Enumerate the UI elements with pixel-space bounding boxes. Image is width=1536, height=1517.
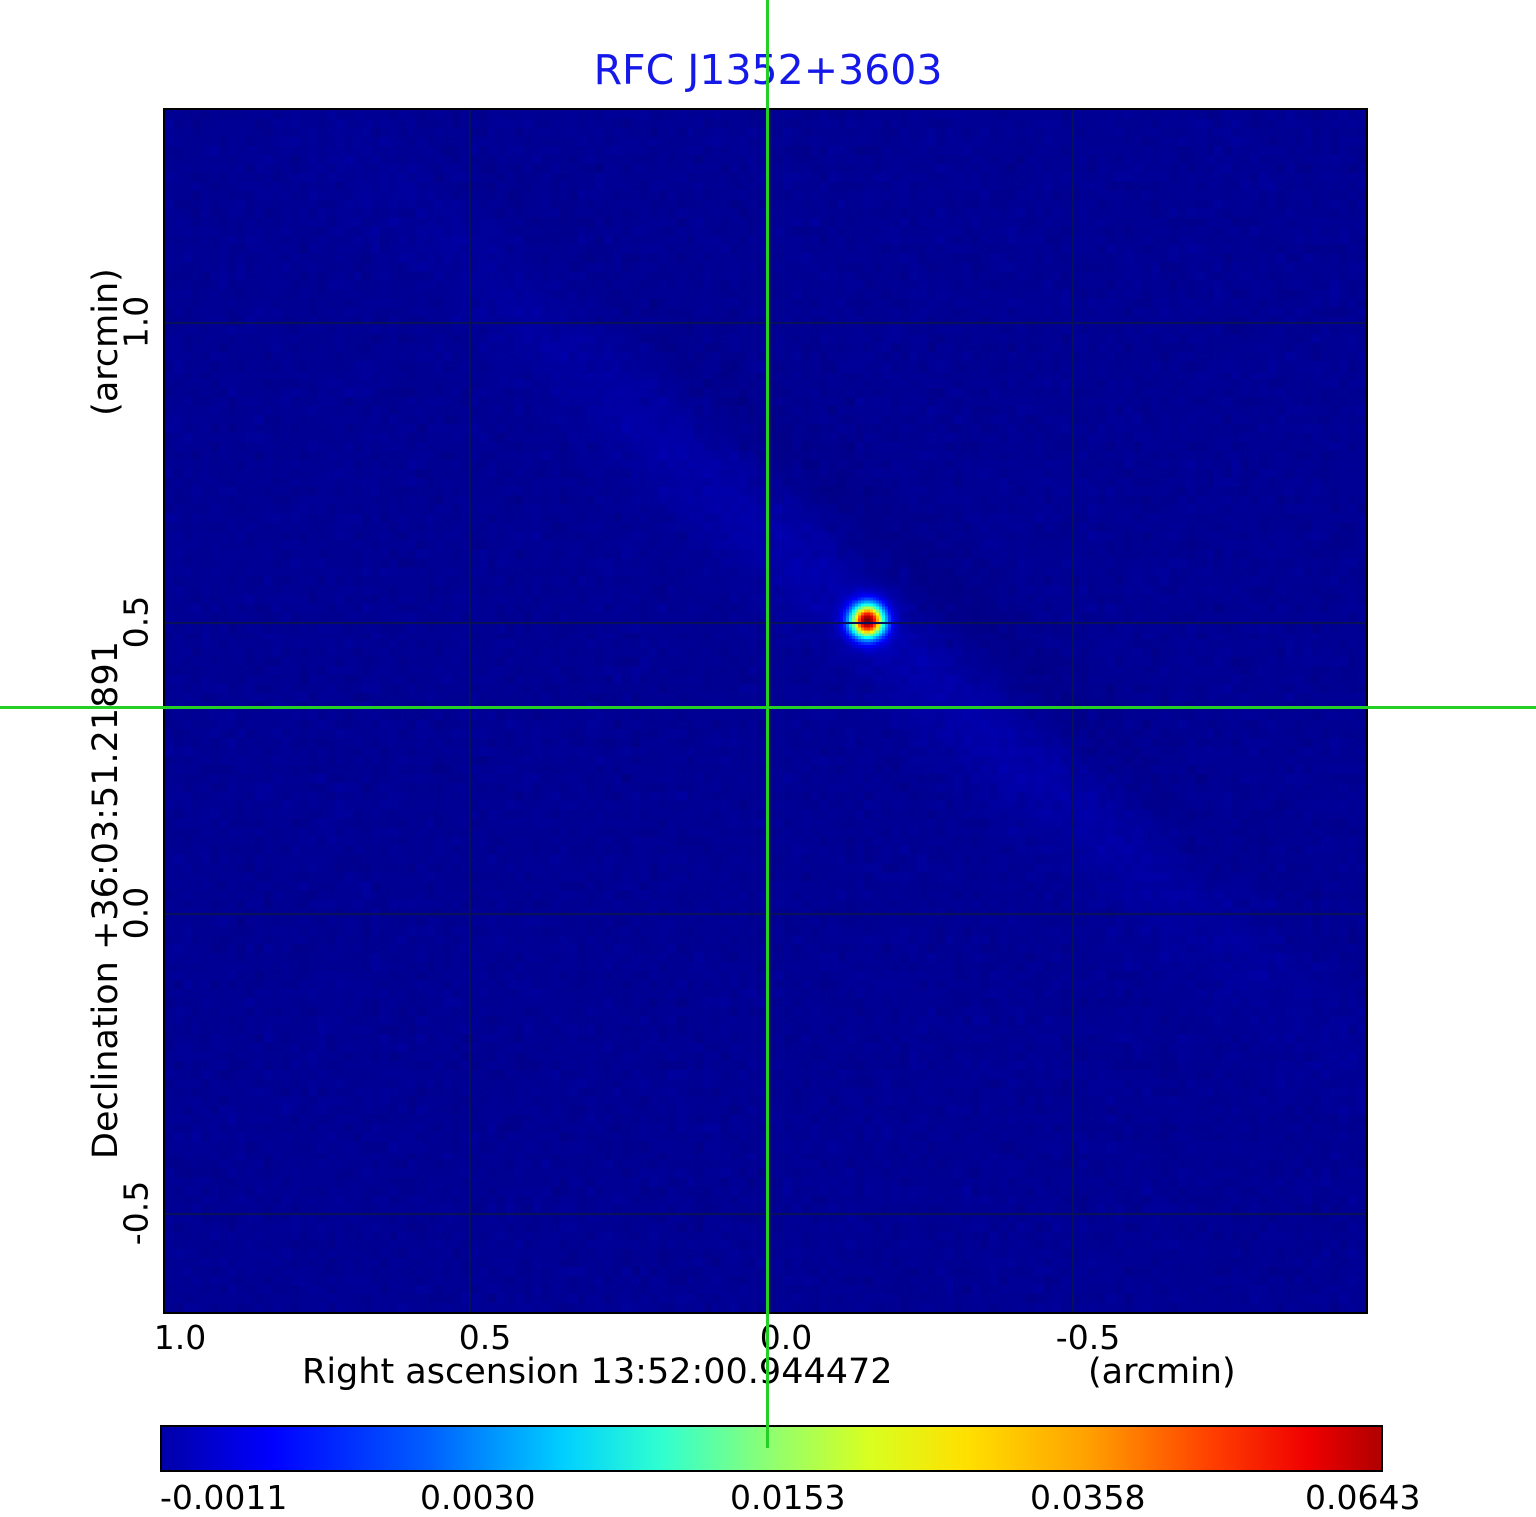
y-axis-units: (arcmin) xyxy=(86,268,126,416)
crosshair-horizontal xyxy=(0,706,1536,709)
x-tick-label: -0.5 xyxy=(1055,1318,1121,1357)
colorbar-tick-label: -0.0011 xyxy=(160,1478,288,1517)
colorbar[interactable] xyxy=(160,1425,1383,1472)
y-tick-label: -0.5 xyxy=(116,1180,156,1246)
x-tick-label: 0.5 xyxy=(458,1318,512,1357)
colorbar-tick-label: 0.0030 xyxy=(420,1478,536,1517)
colorbar-tick-label: 0.0643 xyxy=(1305,1478,1421,1517)
colorbar-tick-label: 0.0153 xyxy=(730,1478,846,1517)
x-axis-units: (arcmin) xyxy=(1088,1352,1236,1392)
sky-brightness-map xyxy=(165,110,1366,1312)
x-axis-label: Right ascension 13:52:00.944472 xyxy=(302,1352,893,1392)
y-axis-label: Declination +36:03:51.21891 xyxy=(86,641,126,1159)
x-tick-label: 1.0 xyxy=(153,1318,207,1357)
crosshair-vertical xyxy=(766,0,769,1448)
colorbar-tick-label: 0.0358 xyxy=(1030,1478,1146,1517)
